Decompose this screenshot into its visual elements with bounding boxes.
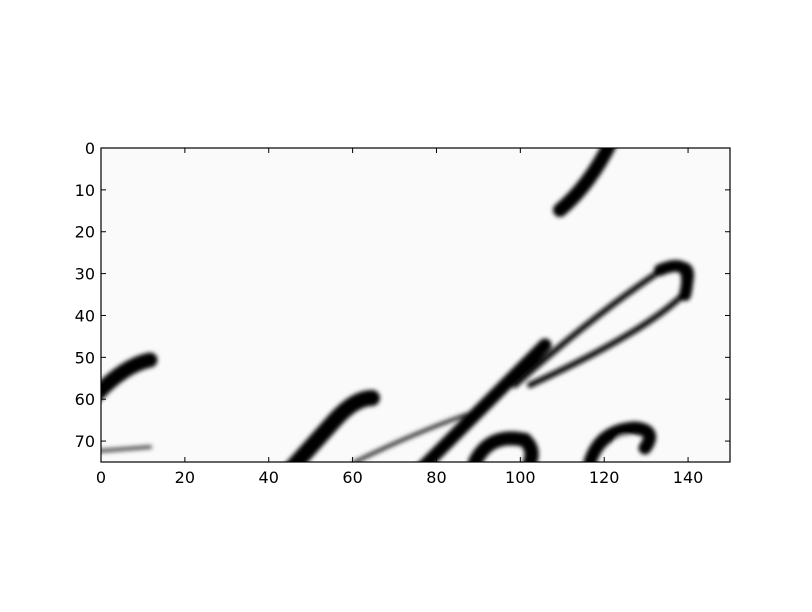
x-tick-label: 0 xyxy=(96,468,106,487)
y-tick-label: 60 xyxy=(75,390,95,409)
y-tick-label: 10 xyxy=(75,181,95,200)
y-tick-label: 40 xyxy=(75,306,95,325)
ink-e-eye xyxy=(617,436,633,446)
x-tick-label: 40 xyxy=(259,468,279,487)
y-tick-label: 30 xyxy=(75,265,95,284)
x-tick-label: 80 xyxy=(426,468,446,487)
x-tick-label: 140 xyxy=(673,468,704,487)
y-tick-label: 70 xyxy=(75,432,95,451)
y-tick-label: 20 xyxy=(75,223,95,242)
x-tick-label: 20 xyxy=(175,468,195,487)
image-background xyxy=(101,148,730,462)
y-tick-label: 0 xyxy=(85,139,95,158)
y-tick-label: 50 xyxy=(75,348,95,367)
x-tick-label: 120 xyxy=(589,468,620,487)
x-tick-label: 60 xyxy=(342,468,362,487)
x-tick-label: 100 xyxy=(505,468,536,487)
